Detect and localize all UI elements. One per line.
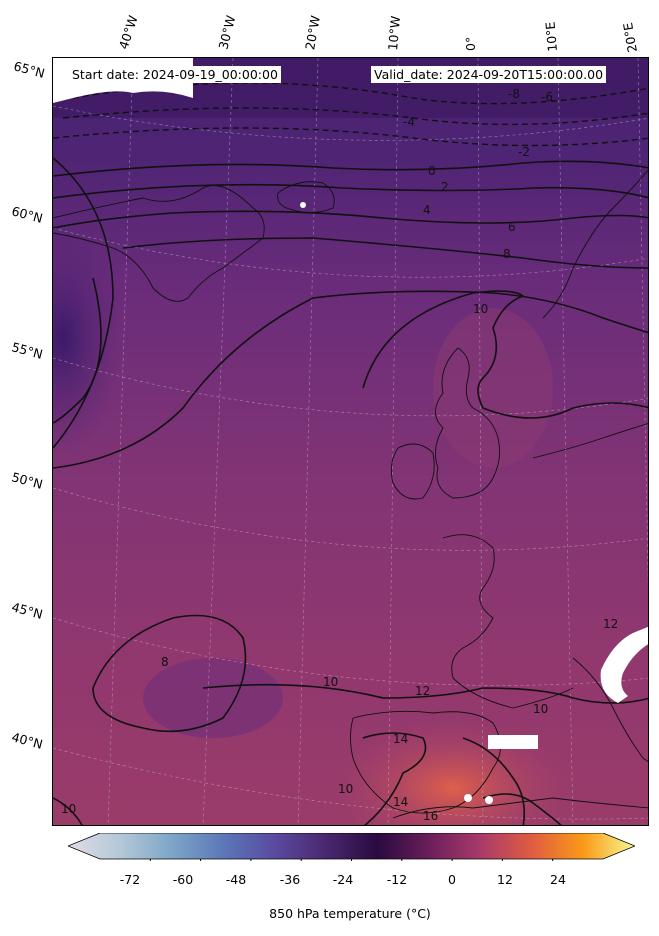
cool-pool-atlantic (143, 658, 283, 738)
contour-label: 10 (323, 675, 338, 689)
contours-positive (53, 157, 648, 825)
temperature-field (53, 58, 648, 825)
contour-label: 0 (428, 164, 436, 178)
lon-label-20e: 20°E (620, 21, 640, 54)
africa-coast (392, 797, 648, 819)
contour-label: 4 (423, 203, 431, 217)
warm-pool-uk (433, 308, 553, 468)
italy-coast (572, 657, 648, 763)
ireland-coast (390, 443, 435, 500)
colorbar-tick-label: -48 (225, 872, 247, 887)
graticule (53, 58, 648, 825)
contour-label: 10 (473, 302, 488, 316)
lat-label-45n: 45°N (10, 599, 45, 622)
greenland-coast (53, 185, 265, 302)
lon-label-30w: 30°W (215, 13, 239, 52)
contour-label: 10 (61, 802, 76, 816)
lon-label-10e: 10°E (542, 21, 560, 53)
contour-label: 12 (415, 684, 430, 698)
colorbar-tick-label: -36 (279, 872, 301, 887)
lat-label-40n: 40°N (10, 729, 45, 752)
contour-label: 6 (508, 220, 516, 234)
scandinavia-coast (542, 169, 648, 319)
coastlines (53, 169, 648, 819)
contour-label: 10 (533, 702, 548, 716)
colorbar-tick-label: -24 (332, 872, 354, 887)
colorbar-ticks (149, 859, 554, 861)
cold-pool-west (53, 218, 123, 458)
colorbar (68, 833, 635, 861)
colorbar-tick-label: 12 (497, 872, 513, 887)
lon-label-10w: 10°W (385, 15, 404, 52)
start-date-label: Start date: 2024-09-19_00:00:00 (69, 66, 281, 83)
colorbar-tick-label: 24 (550, 872, 566, 887)
map-panel[interactable]: -8 -6 -4 -2 0 2 4 6 8 10 10 10 12 12 14 … (52, 57, 649, 826)
colorbar-label: 850 hPa temperature (°C) (269, 906, 431, 921)
contour-label: -2 (518, 145, 530, 159)
lat-label-60n: 60°N (10, 203, 45, 226)
contour-label: 14 (393, 795, 408, 809)
colorbar-tick-label: 0 (448, 872, 456, 887)
contour-label: -6 (541, 90, 553, 104)
temperature-map[interactable]: -8 -6 -4 -2 0 2 4 6 8 10 10 10 12 12 14 … (53, 58, 649, 826)
contour-label: -8 (508, 87, 520, 101)
lon-label-40w: 40°W (115, 13, 141, 51)
iceland-coast (277, 181, 335, 213)
contour-label: 16 (423, 809, 438, 823)
lat-label-50n: 50°N (10, 469, 45, 492)
contour-label: -4 (403, 115, 415, 129)
valid-date-label: Valid_date: 2024-09-20T15:00:00.00 (371, 66, 607, 83)
contour-label: 10 (338, 782, 353, 796)
france-coast (442, 534, 574, 709)
uk-coast (434, 347, 501, 499)
contour-labels: -8 -6 -4 -2 0 2 4 6 8 10 10 10 12 12 14 … (61, 87, 618, 823)
colorbar-tick-label: -72 (119, 872, 141, 887)
europe-coast-east (532, 423, 648, 459)
lon-label-20w: 20°W (302, 14, 323, 51)
contour-label: 8 (161, 655, 169, 669)
lat-label-65n: 65°N (12, 58, 47, 81)
contour-label: 14 (393, 732, 408, 746)
contour-label: 12 (603, 617, 618, 631)
colorbar-tick-label: -12 (386, 872, 408, 887)
contour-label: 2 (441, 180, 449, 194)
lon-label-0: 0° (463, 36, 478, 51)
lat-label-55n: 55°N (10, 339, 45, 362)
iberia-coast (350, 710, 501, 814)
colorbar-bar (68, 833, 635, 860)
colorbar-tick-label: -60 (172, 872, 194, 887)
contour-label: 8 (503, 247, 511, 261)
